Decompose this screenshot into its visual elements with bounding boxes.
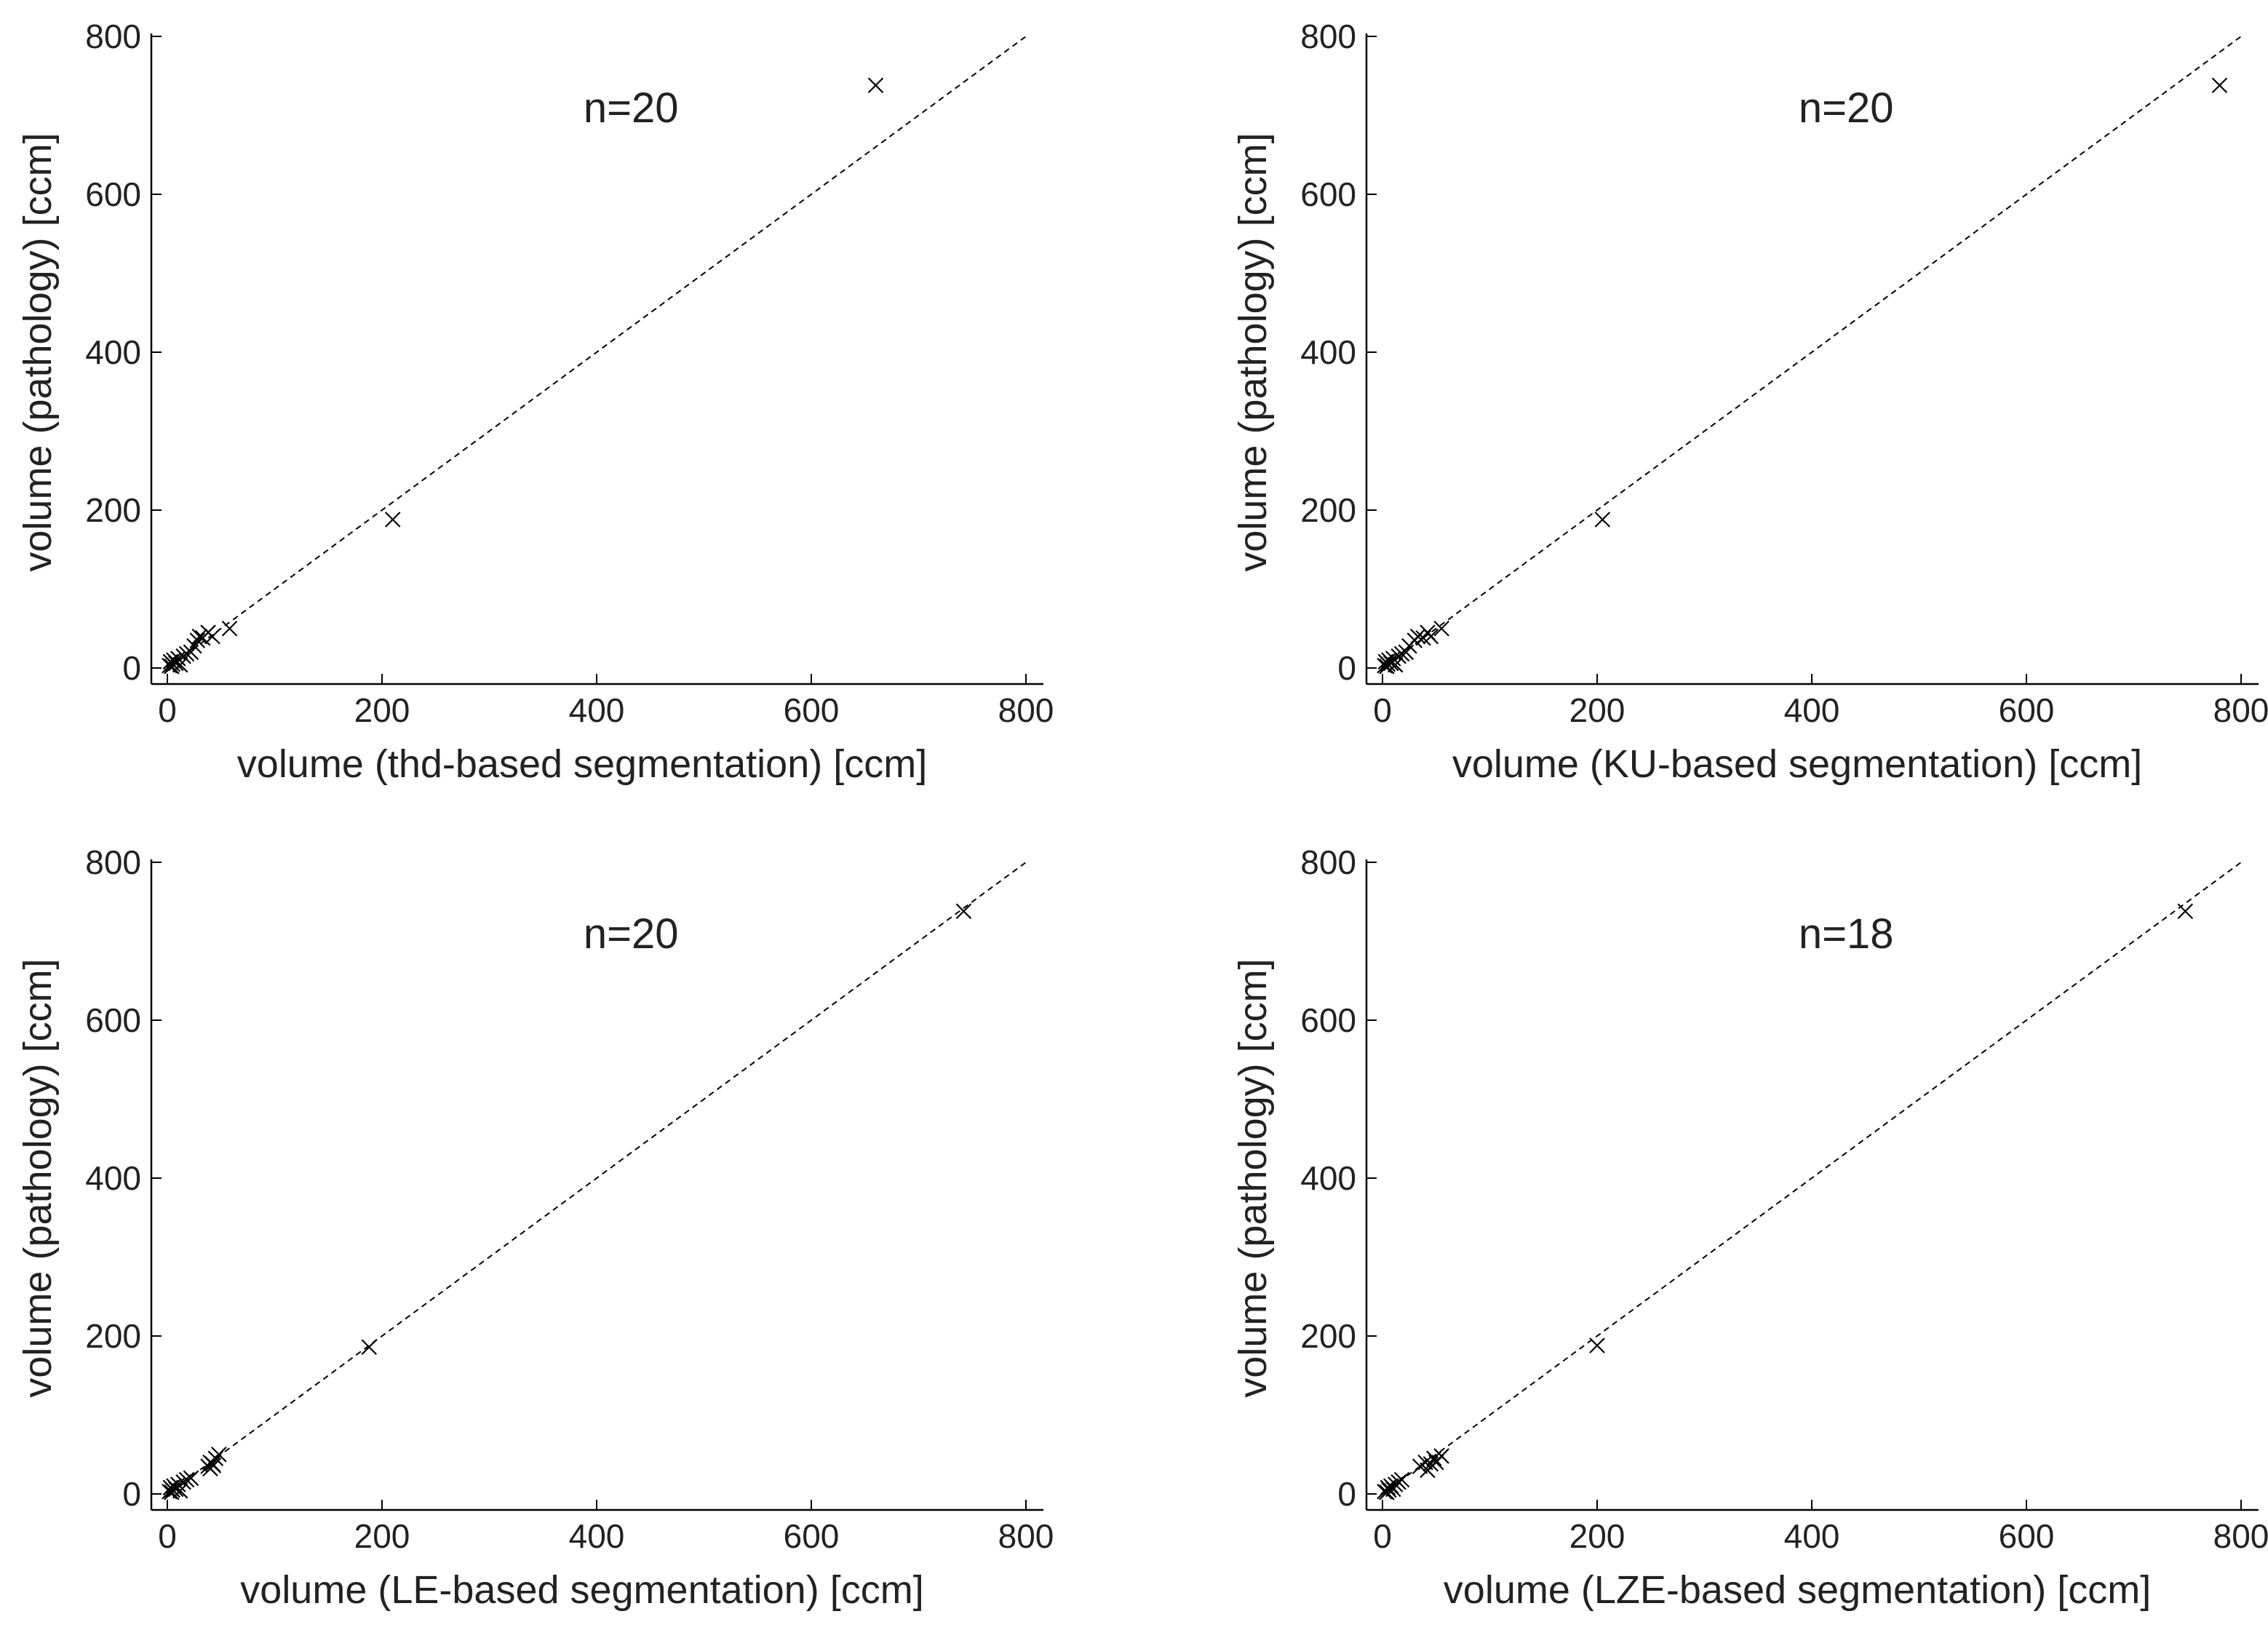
x-tick-label: 800: [2213, 1517, 2268, 1555]
data-point: [361, 1339, 378, 1355]
x-tick-label: 800: [998, 691, 1054, 729]
y-tick-label: 800: [85, 843, 141, 881]
data-point: [205, 1458, 222, 1474]
x-tick-label: 400: [569, 1517, 625, 1555]
x-tick-label: 400: [1784, 691, 1840, 729]
y-axis-label: volume (pathology) [ccm]: [16, 958, 60, 1397]
data-point: [183, 1470, 199, 1487]
data-point: [204, 628, 220, 645]
data-point: [178, 1471, 195, 1488]
y-tick-label: 200: [1300, 491, 1356, 529]
data-point: [1393, 1471, 1410, 1488]
x-tick-label: 400: [569, 691, 625, 729]
y-tick-label: 0: [122, 1475, 141, 1513]
y-tick-label: 200: [1300, 1317, 1356, 1355]
x-tick-label: 400: [1784, 1517, 1840, 1555]
y-tick-label: 600: [1300, 175, 1356, 213]
x-axis-label: volume (KU-based segmentation) [ccm]: [1452, 742, 2142, 786]
y-tick-label: 0: [122, 649, 141, 687]
sample-size-annotation: n=18: [1799, 910, 1894, 958]
x-tick-label: 0: [1373, 1517, 1392, 1555]
x-tick-label: 200: [354, 1517, 410, 1555]
data-point: [1387, 656, 1404, 673]
y-tick-label: 200: [85, 491, 141, 529]
identity-reference-line: [167, 36, 1027, 669]
y-tick-label: 400: [1300, 333, 1356, 371]
data-point: [170, 651, 186, 667]
data-point: [221, 620, 238, 637]
y-tick-label: 200: [85, 1317, 141, 1355]
data-point: [2177, 903, 2194, 920]
y-tick-label: 800: [85, 17, 141, 55]
identity-reference-line: [167, 862, 1027, 1495]
data-point: [172, 1482, 188, 1499]
y-tick-label: 400: [1300, 1159, 1356, 1197]
x-axis-label: volume (LZE-based segmentation) [ccm]: [1444, 1568, 2151, 1612]
x-tick-label: 200: [354, 691, 410, 729]
data-point: [1423, 1455, 1439, 1472]
y-axis-label: volume (pathology) [ccm]: [16, 132, 60, 571]
y-tick-label: 600: [85, 1001, 141, 1039]
x-tick-label: 800: [998, 1517, 1054, 1555]
sample-size-annotation: n=20: [584, 84, 679, 132]
sample-size-annotation: n=20: [584, 910, 679, 958]
data-point: [1433, 1448, 1449, 1464]
y-axis-label: volume (pathology) [ccm]: [1231, 958, 1275, 1397]
x-axis-label: volume (thd-based segmentation) [ccm]: [237, 742, 927, 786]
data-point: [170, 1476, 186, 1492]
sample-size-annotation: n=20: [1799, 84, 1894, 132]
y-tick-label: 0: [1337, 1475, 1356, 1513]
data-point: [189, 632, 206, 648]
data-point: [191, 628, 208, 645]
data-point: [1385, 651, 1401, 667]
x-tick-label: 0: [1373, 691, 1392, 729]
x-tick-label: 0: [158, 1517, 177, 1555]
y-tick-label: 600: [1300, 1001, 1356, 1039]
data-point: [211, 1446, 227, 1463]
y-tick-label: 400: [85, 333, 141, 371]
data-point: [172, 656, 188, 673]
x-tick-label: 600: [1999, 1517, 2055, 1555]
data-point: [1589, 1337, 1605, 1353]
data-point: [2211, 77, 2228, 94]
y-tick-label: 600: [85, 175, 141, 213]
x-tick-label: 200: [1569, 1517, 1626, 1555]
data-point: [955, 903, 972, 920]
x-axis-label: volume (LE-based segmentation) [ccm]: [240, 1568, 923, 1612]
y-tick-label: 400: [85, 1159, 141, 1197]
x-tick-label: 600: [1999, 691, 2055, 729]
identity-reference-line: [1382, 36, 2242, 669]
y-tick-label: 0: [1337, 649, 1356, 687]
identity-reference-line: [1382, 862, 2242, 1495]
data-point: [1433, 620, 1449, 637]
y-tick-label: 800: [1300, 17, 1356, 55]
y-axis-label: volume (pathology) [ccm]: [1231, 132, 1275, 571]
x-tick-label: 200: [1569, 691, 1626, 729]
x-tick-label: 600: [784, 691, 840, 729]
data-point: [1409, 628, 1426, 645]
data-point: [1594, 512, 1611, 528]
data-point: [867, 77, 884, 94]
y-tick-label: 800: [1300, 843, 1356, 881]
x-tick-label: 800: [2213, 691, 2268, 729]
x-tick-label: 600: [784, 1517, 840, 1555]
x-tick-label: 0: [158, 691, 177, 729]
data-point: [1423, 628, 1439, 645]
data-point: [384, 512, 401, 528]
